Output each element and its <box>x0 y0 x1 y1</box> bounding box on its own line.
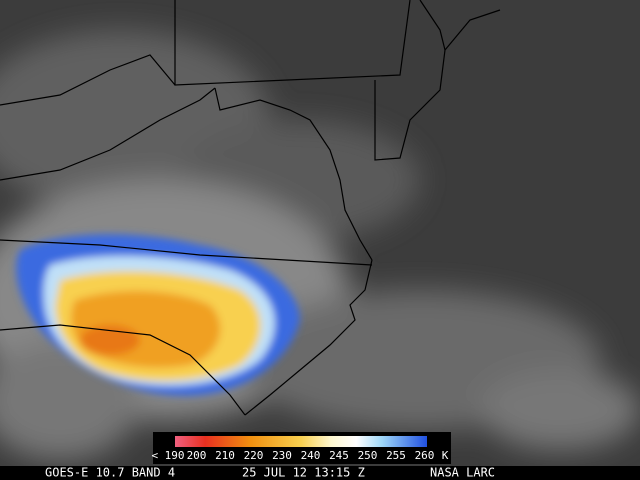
footer-bar <box>0 466 640 480</box>
colorbar-label: 245 <box>329 449 349 462</box>
colorbar-labels: < 190 200 210 220 230 240 245 250 255 260 <box>151 449 434 462</box>
colorbar-label: 255 <box>386 449 406 462</box>
footer-datetime: 25 JUL 12 13:15 Z <box>242 466 365 480</box>
colorbar-label: 200 <box>187 449 207 462</box>
colorbar-label: 260 <box>415 449 435 462</box>
colorbar-unit: K <box>442 449 449 462</box>
storm <box>16 234 300 396</box>
colorbar <box>175 436 427 447</box>
footer: GOES-E 10.7 BAND 4 25 JUL 12 13:15 Z NAS… <box>45 466 495 480</box>
colorbar-label: < 190 <box>151 449 184 462</box>
colorbar-label: 240 <box>301 449 321 462</box>
colorbar-label: 220 <box>244 449 264 462</box>
footer-source: NASA LARC <box>430 466 495 480</box>
footer-satellite: GOES-E 10.7 BAND 4 <box>45 466 175 480</box>
colorbar-label: 210 <box>215 449 235 462</box>
borders <box>0 0 501 416</box>
colorbar-label: 250 <box>358 449 378 462</box>
colorbar-label: 230 <box>272 449 292 462</box>
